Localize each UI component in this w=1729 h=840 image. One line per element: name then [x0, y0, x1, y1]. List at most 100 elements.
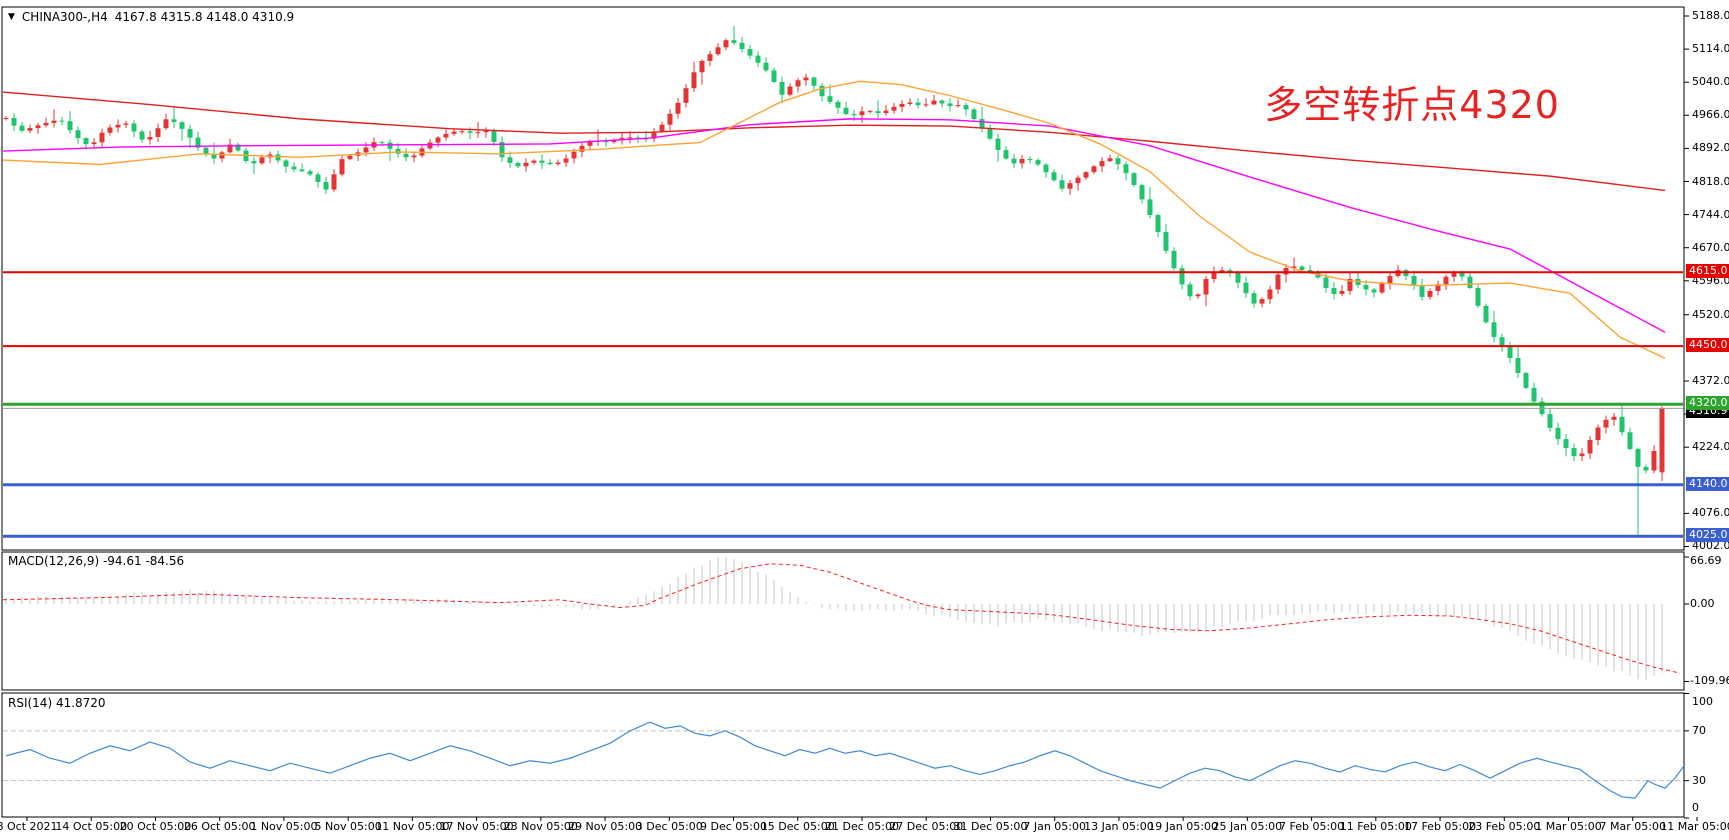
candle-body [467, 131, 473, 133]
candle-body [779, 81, 785, 95]
candle-body [1555, 427, 1561, 440]
candle-body [27, 128, 33, 131]
candle-body [1227, 270, 1233, 273]
candle-body [507, 157, 513, 163]
candle-body [1651, 450, 1657, 471]
time-axis-label: 1 Nov 05:00 [250, 820, 318, 833]
candle-body [1411, 276, 1417, 285]
price-level-badge-4140.0[interactable]: 4140.0 [1686, 476, 1729, 491]
candle-body [747, 48, 753, 56]
candle-body [323, 181, 329, 190]
candle-body [1379, 283, 1385, 293]
candle-body [883, 110, 889, 114]
candle-body [1011, 158, 1017, 164]
candle-body [1579, 453, 1585, 457]
candle-body [1467, 276, 1473, 288]
ma-line-orange [2, 80, 1666, 359]
candle-body [83, 138, 89, 145]
candle-body [1099, 161, 1105, 167]
candle-body [571, 151, 577, 159]
candle-body [1507, 346, 1513, 359]
candle-body [739, 42, 745, 49]
candle-body [1283, 267, 1289, 275]
candle-body [211, 153, 217, 159]
candle-body [91, 142, 97, 145]
macd-panel-border [1, 551, 1685, 691]
candle-body [1307, 270, 1313, 272]
price-level-badge-4615.0[interactable]: 4615.0 [1686, 264, 1729, 279]
candle-body [835, 101, 841, 108]
candle-body [1035, 160, 1041, 165]
candle-body [635, 137, 641, 139]
price-level-badge-4320.0[interactable]: 4320.0 [1686, 396, 1729, 411]
symbol-timeframe-label: CHINA300-,H4 [21, 10, 108, 24]
candle-body [19, 125, 25, 131]
candle-body [1123, 164, 1129, 174]
candle-body [603, 140, 609, 143]
chart-annotation-text: 多空转折点4320 [1264, 83, 1560, 127]
candle-body [1611, 416, 1617, 420]
candle-body [755, 55, 761, 63]
candle-body [51, 120, 57, 123]
candle-body [1051, 172, 1057, 181]
candle-body [555, 162, 561, 165]
candle-body [763, 62, 769, 71]
macd-indicator-label: MACD(12,26,9) -94.61 -84.56 [8, 554, 185, 568]
price-level-badge-4450.0[interactable]: 4450.0 [1686, 338, 1729, 353]
candle-body [971, 109, 977, 120]
candle-body [227, 144, 233, 153]
candle-body [1067, 183, 1073, 189]
candle-body [195, 137, 201, 148]
ma-line-magenta [2, 118, 1666, 333]
candle-body [515, 162, 521, 167]
time-axis-label: 8 Oct 2021 [0, 820, 58, 833]
candle-body [1323, 277, 1329, 288]
rsi-scale-label: 0 [1692, 801, 1699, 814]
candle-body [235, 144, 241, 151]
candle-body [35, 125, 41, 129]
time-axis-label: 7 Mar 05:00 [1599, 820, 1666, 833]
macd-signal-line [2, 563, 1681, 674]
candle-body [667, 113, 673, 125]
symbol-dropdown-icon[interactable]: ▼ [8, 12, 15, 22]
time-axis-label: 13 Jan 05:00 [1084, 820, 1154, 833]
candle-body [283, 160, 289, 167]
candle-body [139, 131, 145, 140]
candle-body [1627, 432, 1633, 449]
rsi-scale-label: 30 [1692, 773, 1706, 787]
candle-body [1131, 173, 1137, 186]
candle-body [275, 154, 281, 161]
time-axis-label: 7 Jan 05:00 [1023, 820, 1086, 833]
price-level-badge-4025.0[interactable]: 4025.0 [1686, 528, 1729, 543]
price-axis-label: 4892.0 [1692, 141, 1729, 155]
candle-body [1003, 150, 1009, 159]
candle-body [259, 157, 265, 164]
candle-body [811, 77, 817, 86]
candle-body [683, 88, 689, 103]
candle-body [451, 131, 457, 134]
price-axis-label: 4224.0 [1692, 440, 1729, 454]
candle-body [163, 119, 169, 129]
candle-body [1091, 166, 1097, 173]
candle-body [1483, 305, 1489, 323]
candle-body [331, 174, 337, 190]
candle-body [675, 102, 681, 114]
candle-body [1475, 287, 1481, 306]
candle-body [699, 60, 705, 73]
candle-body [827, 96, 833, 102]
candle-body [219, 152, 225, 159]
candle-body [715, 47, 721, 55]
candle-body [1187, 284, 1193, 297]
candle-body [1331, 287, 1337, 294]
candle-body [1155, 215, 1161, 233]
time-axis-label: 3 Dec 05:00 [635, 820, 703, 833]
candle-body [99, 132, 105, 143]
time-axis-label: 27 Dec 05:00 [889, 820, 964, 833]
macd-histogram [5, 557, 1663, 681]
candle-body [131, 123, 137, 132]
time-axis-label: 17 Feb 05:00 [1403, 820, 1477, 833]
candle-body [843, 107, 849, 114]
candle-body [483, 130, 489, 133]
candle-body [1459, 272, 1465, 277]
candle-body [1203, 279, 1209, 295]
